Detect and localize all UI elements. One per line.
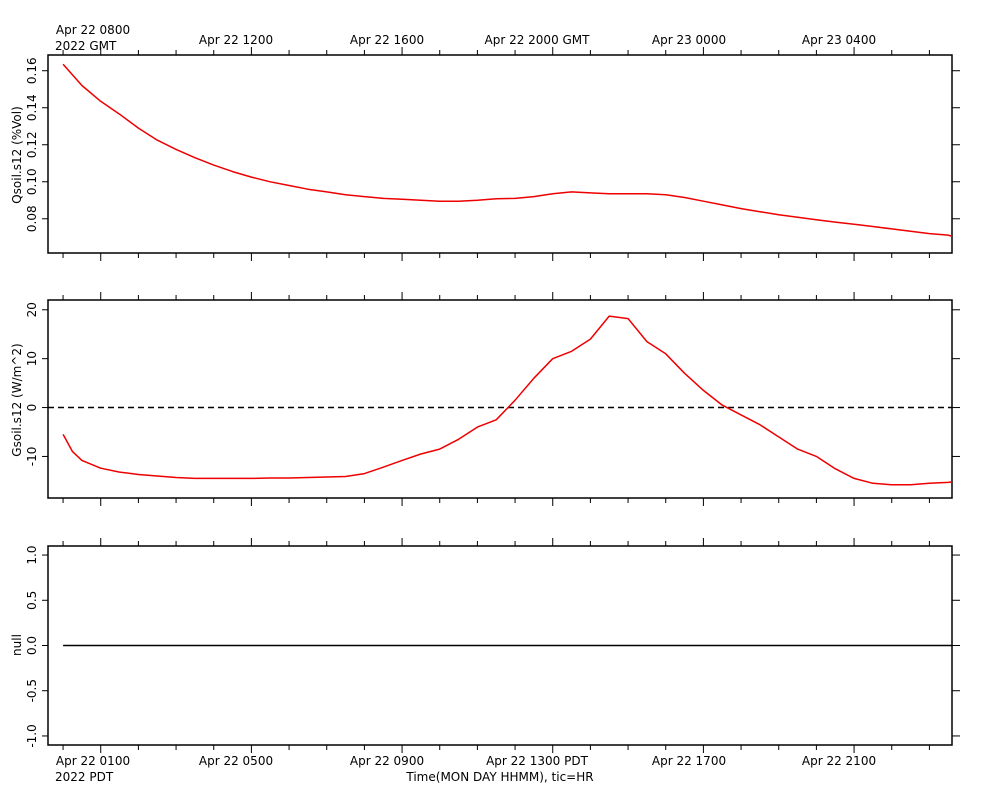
y-tick-label: 0.14	[25, 94, 39, 121]
y-tick-label: 0.0	[25, 636, 39, 655]
series-line	[62, 63, 953, 238]
top-time-label-1200: Apr 22 1200	[199, 33, 273, 47]
series-line	[62, 315, 953, 486]
y-tick-label: 10	[25, 351, 39, 366]
y-tick-label: -1.0	[25, 724, 39, 747]
top-time-label-year: 2022 GMT	[55, 39, 117, 53]
y-tick-label: 0.5	[25, 591, 39, 610]
bottom-time-label-year: 2022 PDT	[55, 770, 114, 784]
panel3-y-axis-title: null	[10, 634, 24, 656]
plot-frame	[47, 54, 953, 254]
top-time-label-0000: Apr 23 0000	[652, 33, 726, 47]
y-tick-label: 0.10	[25, 168, 39, 195]
panel2-y-axis-title: Gsoil.s12 (W/m^2)	[10, 343, 24, 456]
bottom-time-label-0500: Apr 22 0500	[199, 754, 273, 768]
y-tick-label: -10	[25, 447, 39, 467]
y-tick-label: 0.16	[25, 57, 39, 84]
panel1-y-axis-title: Qsoil.s12 (%Vol)	[10, 106, 24, 204]
plot-frame	[47, 299, 953, 499]
bottom-time-label-2100: Apr 22 2100	[802, 754, 876, 768]
null-panel: -1.0 -0.5 0.0 0.5 1.0	[25, 538, 960, 753]
x-axis-title: Time(MON DAY HHMM), tic=HR	[405, 770, 593, 784]
bottom-time-label-1300: Apr 22 1300 PDT	[486, 754, 588, 768]
qsoil-panel: 0.08 0.10 0.12 0.14 0.16	[25, 47, 960, 261]
top-time-label-1600: Apr 22 1600	[350, 33, 424, 47]
bottom-time-label-1700: Apr 22 1700	[652, 754, 726, 768]
gsoil-panel: -10 0 10 20	[25, 292, 960, 506]
y-tick-label: -0.5	[25, 679, 39, 702]
bottom-time-label-0900: Apr 22 0900	[350, 754, 424, 768]
bottom-time-label-0100: Apr 22 0100	[56, 754, 130, 768]
y-tick-label: 1.0	[25, 545, 39, 564]
top-time-label-0400: Apr 23 0400	[802, 33, 876, 47]
y-tick-label: 20	[25, 302, 39, 317]
top-time-label-2000: Apr 22 2000 GMT	[485, 33, 591, 47]
top-time-label-first: Apr 22 0800	[56, 23, 130, 37]
y-tick-label: 0	[25, 404, 39, 412]
y-tick-label: 0.12	[25, 131, 39, 158]
y-tick-label: 0.08	[25, 205, 39, 232]
